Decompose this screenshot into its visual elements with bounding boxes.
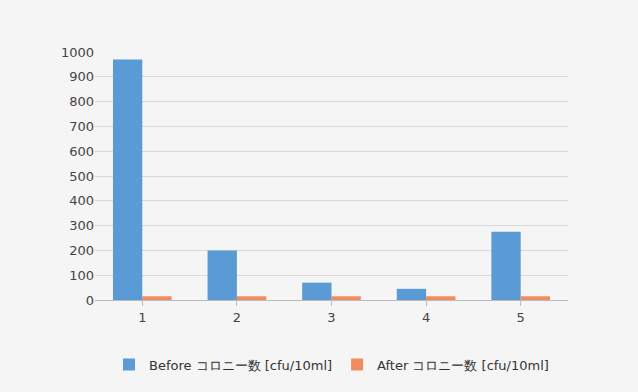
svg-text:800: 800 [69, 94, 94, 109]
svg-text:1: 1 [138, 310, 146, 325]
svg-text:4: 4 [422, 310, 430, 325]
svg-text:3: 3 [327, 310, 335, 325]
svg-text:300: 300 [69, 218, 94, 233]
svg-text:Before コロニー数 [cfu/10ml]: Before コロニー数 [cfu/10ml] [149, 358, 332, 373]
svg-text:1000: 1000 [61, 45, 94, 60]
svg-text:0: 0 [86, 293, 94, 308]
svg-text:900: 900 [69, 69, 94, 84]
svg-text:700: 700 [69, 119, 94, 134]
svg-text:400: 400 [69, 193, 94, 208]
svg-text:After コロニー数 [cfu/10ml]: After コロニー数 [cfu/10ml] [377, 358, 549, 373]
svg-text:2: 2 [233, 310, 241, 325]
svg-text:100: 100 [69, 268, 94, 283]
svg-text:200: 200 [69, 243, 94, 258]
svg-text:500: 500 [69, 169, 94, 184]
svg-text:600: 600 [69, 144, 94, 159]
svg-text:5: 5 [517, 310, 525, 325]
